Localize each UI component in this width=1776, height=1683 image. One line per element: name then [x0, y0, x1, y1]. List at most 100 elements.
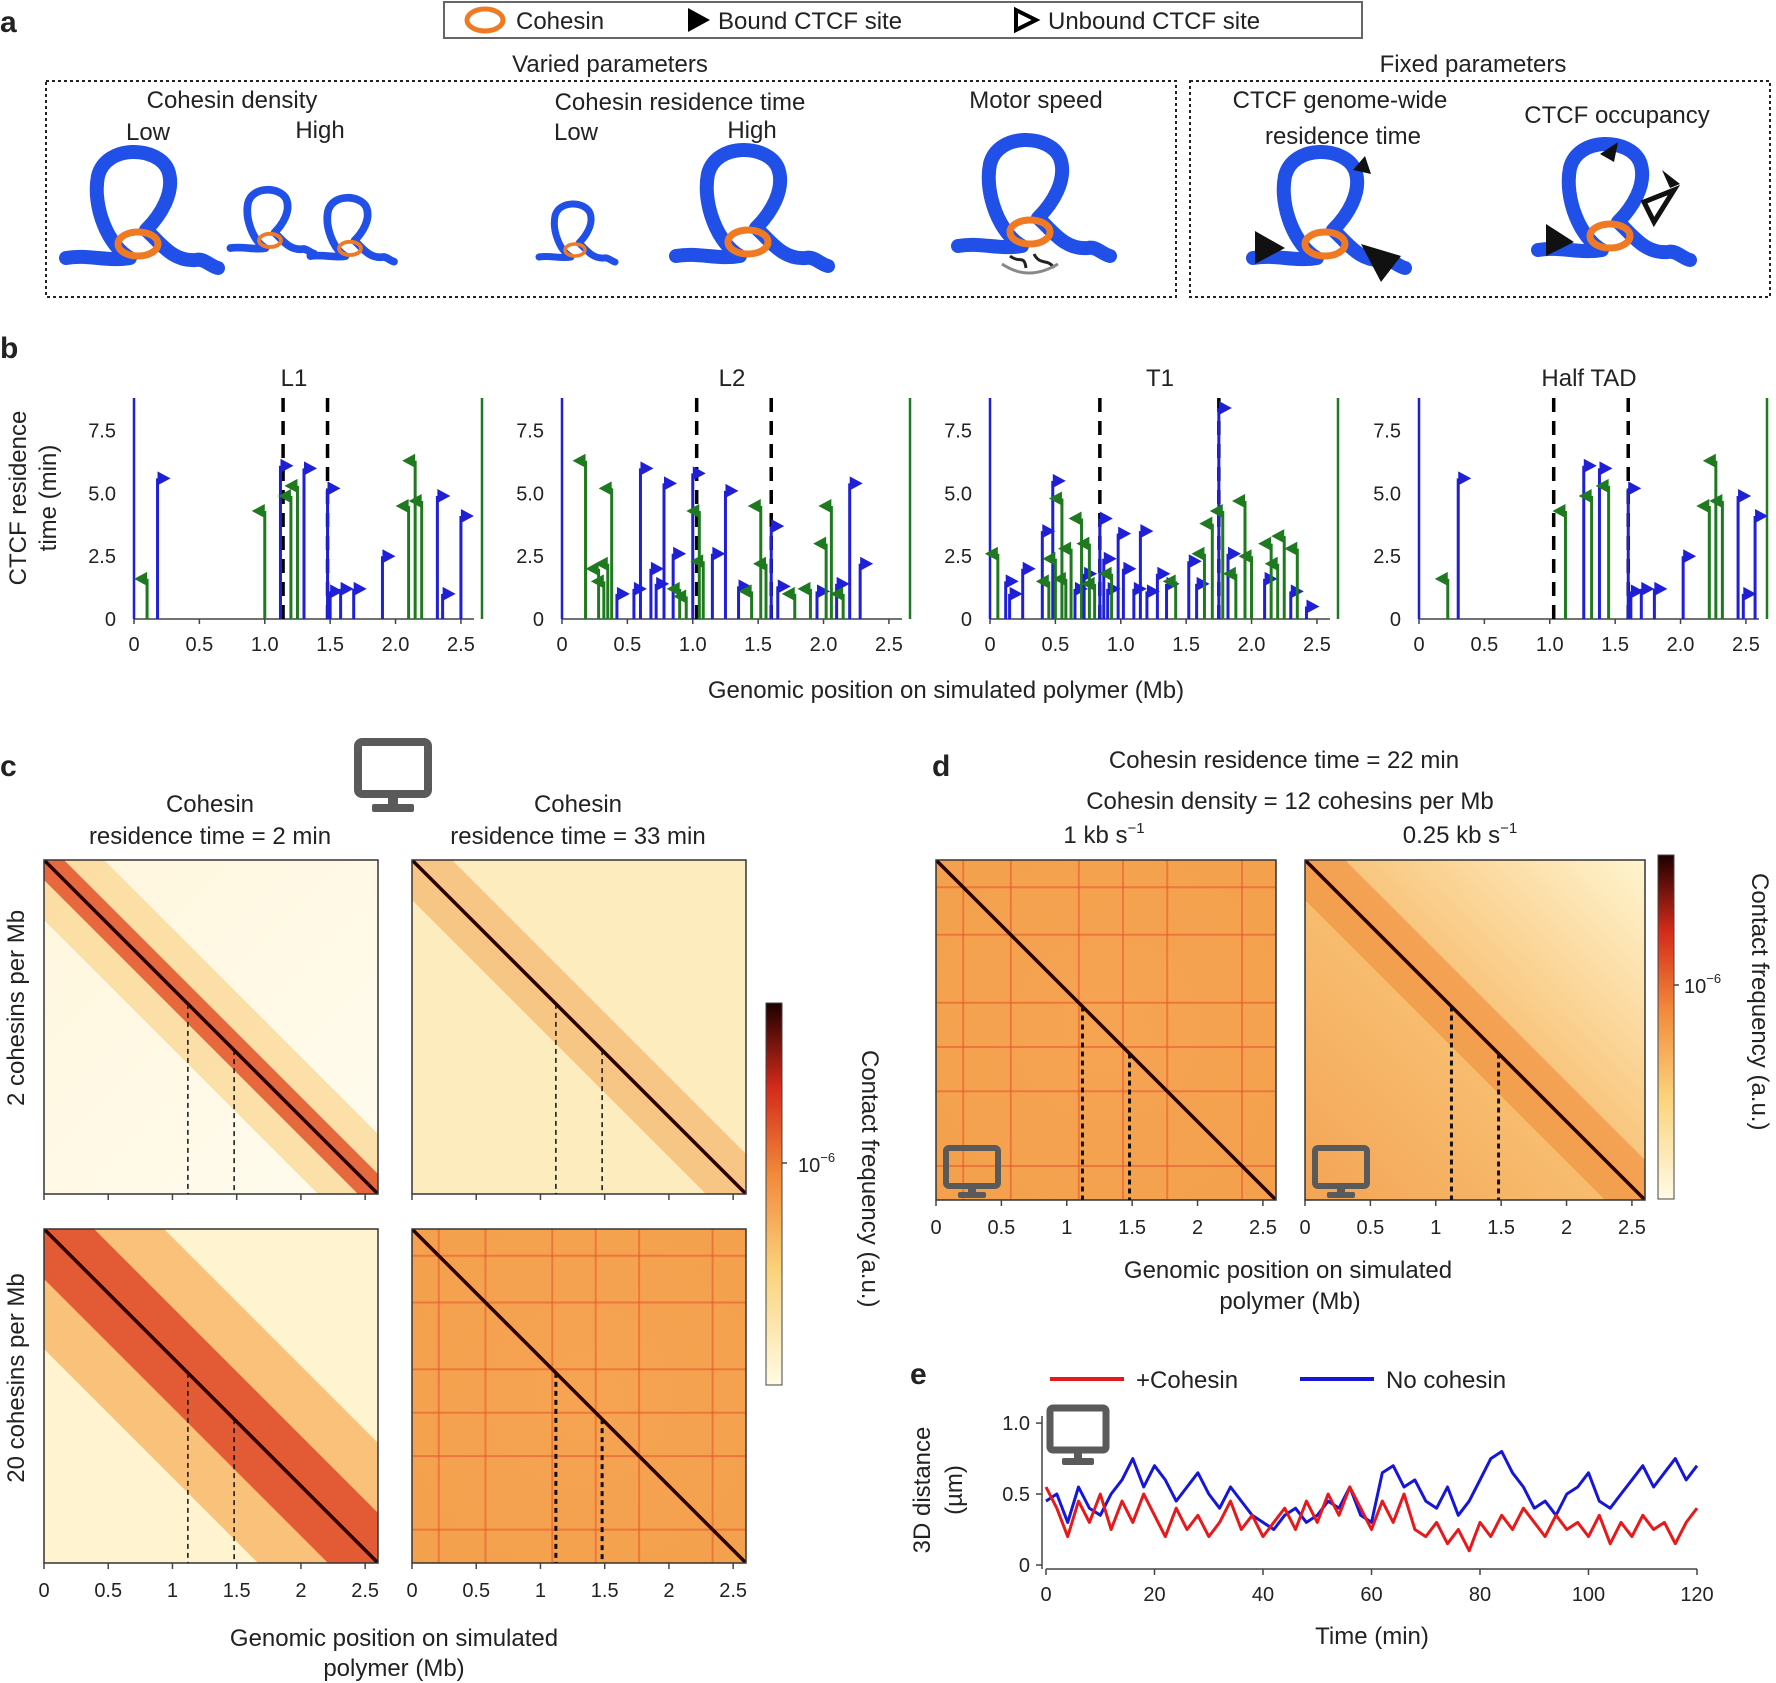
x-tick-label: 0	[930, 1217, 941, 1239]
cohesin-ring	[257, 231, 283, 249]
main-diagonal	[1305, 860, 1645, 1200]
ctcf-site-forward	[725, 483, 739, 498]
legend-box: Cohesin Bound CTCF site Unbound CTCF sit…	[443, 1, 1363, 39]
y-tick-label: 2.5	[516, 546, 544, 568]
ctcf-site-reverse	[598, 481, 612, 496]
x-tick-label: 1	[1061, 1217, 1072, 1239]
ctcf-site-reverse	[572, 453, 586, 468]
contact-map-body	[44, 860, 378, 1194]
panel-c-col2-line2: residence time = 33 min	[450, 823, 705, 850]
dna-loop	[669, 143, 835, 273]
ctcf-site-forward	[1306, 599, 1320, 614]
ctcf-site-forward	[673, 546, 687, 561]
panel-d-speed1: 1 kb s−1	[1063, 820, 1144, 849]
x-tick-label: 1.5	[1172, 634, 1200, 656]
y-tick-label: 0	[105, 609, 116, 631]
contact-map-body	[412, 860, 746, 1194]
x-tick-label: 0	[1413, 634, 1424, 656]
ctcf-site-reverse	[1271, 529, 1285, 544]
contact-map-body	[936, 860, 1276, 1200]
ctcf-site-reverse	[1098, 566, 1112, 581]
y-tick-label: 0.5	[1002, 1484, 1030, 1506]
ctcf-site-forward	[437, 488, 451, 503]
ctcf-site-forward	[1099, 511, 1113, 526]
ctcf-site-forward	[692, 466, 706, 481]
ctcf-site-forward	[1755, 509, 1769, 524]
dna-strand	[951, 133, 1117, 263]
panel-d-xlabel-1: Genomic position on simulated	[1124, 1257, 1452, 1284]
x-tick-label: 0	[1040, 1584, 1051, 1606]
x-tick-label: 2.5	[447, 634, 475, 656]
ctcf-site-reverse	[1238, 549, 1252, 564]
legend-unbound: Unbound CTCF site	[1048, 8, 1260, 35]
ctcf-site-reverse	[1264, 556, 1278, 571]
series-no-cohesin-line	[1045, 1450, 1699, 1531]
panel-d-heatmaps: 0 0.5 1 1.5 2 2.5 0 0.5 1 1.5 2 2.5	[930, 859, 1646, 1239]
legend-blue-label: No cohesin	[1386, 1367, 1506, 1394]
contact-map-body	[1305, 860, 1645, 1200]
panel-c-col1-line2: residence time = 2 min	[89, 823, 331, 850]
ctcf-site-forward	[1042, 524, 1056, 539]
ctcf-site-reverse	[277, 488, 291, 503]
dna-loop	[951, 133, 1117, 275]
contact-map: 0 0.5 1 1.5 2 2.5	[38, 1228, 379, 1602]
contact-map-body	[44, 1229, 378, 1563]
ctcf-site-forward	[340, 581, 354, 596]
dna-loop	[535, 200, 619, 266]
x-tick-label: 1.5	[744, 634, 772, 656]
loop-illustrations	[59, 133, 1697, 282]
panel-d-title1: Cohesin residence time = 22 min	[1109, 747, 1459, 774]
ctcf-site-forward	[1599, 461, 1613, 476]
ctcf-residence-label-2: residence time	[1265, 123, 1421, 150]
dna-loop	[226, 185, 318, 258]
ctcf-site-reverse	[747, 498, 761, 513]
ctcf-site-forward	[1052, 473, 1066, 488]
x-tick-label: 60	[1360, 1584, 1382, 1606]
colorbar-d: 10−6 Contact frequency (a.u.)	[1657, 854, 1773, 1200]
map-frame	[43, 1228, 379, 1564]
ctcf-site-reverse	[1702, 453, 1716, 468]
monitor-stand	[968, 1186, 976, 1192]
ctcf-site-reverse	[1284, 541, 1298, 556]
ctcf-site-reverse	[1552, 504, 1566, 519]
x-tick-label: 0	[1299, 1217, 1310, 1239]
unbound-ctcf-icon	[1014, 6, 1041, 34]
ctcf-site-reverse	[813, 536, 827, 551]
panel-e-ylabel-1: 3D distance	[909, 1427, 936, 1554]
panel-c-heatmaps: 0 0.5 1 1.5 2 2.5 0 0.5 1 1.5 2 2.5	[38, 859, 747, 1602]
cohesin-ring	[1301, 228, 1349, 260]
panel-c-label: c	[0, 750, 17, 783]
x-tick-label: 1.0	[251, 634, 279, 656]
ctcf-site-forward	[849, 476, 863, 491]
x-tick-label: 0.5	[987, 1217, 1015, 1239]
x-tick-label: 120	[1680, 1584, 1713, 1606]
ctcf-site-reverse	[1232, 493, 1245, 508]
ctcf-site-reverse	[738, 584, 752, 599]
panel-c-xlabel-2: polymer (Mb)	[323, 1655, 464, 1682]
map-frame	[43, 859, 379, 1195]
lollipop-plots: L1 0 2.5 5.0 7.5 0 0.5 1.0 1.5 2.0 2.5 L2 0 2.5 5.0 7.5…	[88, 365, 1769, 656]
dna-strand	[226, 185, 318, 258]
colorbar-d-label: Contact frequency (a.u.)	[1746, 873, 1773, 1130]
residence-low-label: Low	[554, 119, 599, 146]
ctcf-site-reverse	[984, 546, 998, 561]
ctcf-site-forward	[1630, 584, 1644, 599]
ctcf-site-reverse	[134, 571, 148, 586]
ctcf-site-forward	[777, 579, 791, 594]
x-tick-label: 2.0	[382, 634, 410, 656]
panel-b-ylabel-1: CTCF residence	[5, 411, 32, 586]
fixed-params-title: Fixed parameters	[1380, 51, 1567, 78]
y-tick-label: 0	[533, 609, 544, 631]
panel-b-ylabel-2: time (min)	[35, 445, 62, 552]
ctcf-site-reverse	[1191, 546, 1205, 561]
ctcf-site-reverse	[1058, 541, 1072, 556]
legend-bound: Bound CTCF site	[718, 8, 902, 35]
ctcf-site-reverse	[1162, 574, 1176, 589]
ctcf-site-forward	[1022, 561, 1036, 576]
ctcf-site-reverse	[1042, 551, 1056, 566]
bound-ctcf-icon	[1546, 224, 1574, 256]
ctcf-site-forward	[1188, 554, 1202, 569]
x-tick-label: 0.5	[613, 634, 641, 656]
ctcf-site-forward	[860, 556, 874, 571]
ctcf-site-reverse	[1696, 498, 1710, 513]
